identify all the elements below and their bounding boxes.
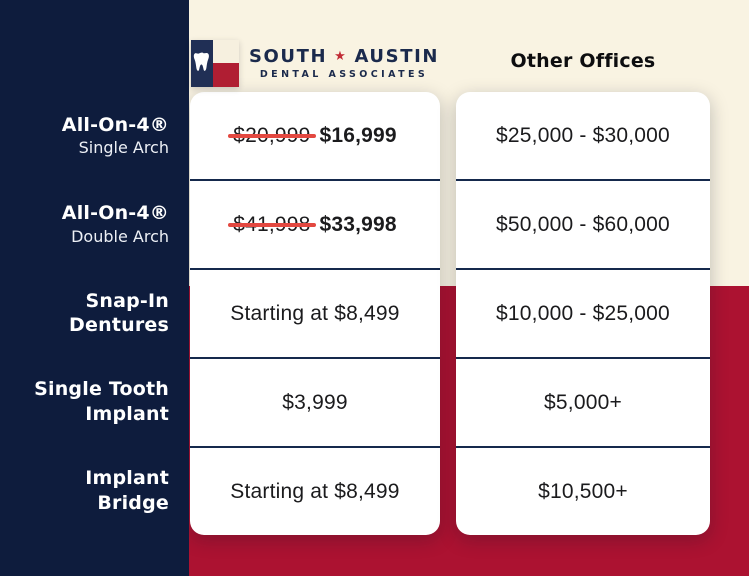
old-price: $20,999 bbox=[228, 123, 316, 147]
treatment-labels: All-On-4® Single Arch All-On-4® Double A… bbox=[0, 92, 189, 535]
discounted-price: $16,999 bbox=[319, 123, 397, 147]
price: $10,000 - $25,000 bbox=[496, 301, 670, 325]
flag-right-half bbox=[212, 39, 239, 87]
price-cell-sa-implant-bridge: Starting at $8,499 bbox=[190, 448, 440, 535]
price-cell-other-all-on-4-single: $25,000 - $30,000 bbox=[456, 92, 710, 181]
tooth-icon bbox=[193, 52, 209, 71]
discounted-price: $33,998 bbox=[319, 212, 397, 236]
old-price: $41,998 bbox=[228, 212, 316, 236]
price: $10,500+ bbox=[538, 479, 628, 503]
treatment-title: All-On-4® bbox=[61, 202, 169, 225]
treatment-sidebar: All-On-4® Single Arch All-On-4® Double A… bbox=[0, 0, 189, 576]
texas-flag-tooth-icon bbox=[190, 39, 239, 87]
treatment-subtitle: Single Arch bbox=[78, 138, 169, 158]
price-cell-sa-snap-in-dentures: Starting at $8,499 bbox=[190, 270, 440, 359]
treatment-label-all-on-4-single: All-On-4® Single Arch bbox=[0, 92, 189, 181]
price-cell-sa-all-on-4-double: $41,998 $33,998 bbox=[190, 181, 440, 270]
treatment-label-single-tooth-implant: Single Tooth Implant bbox=[0, 358, 189, 447]
price: $50,000 - $60,000 bbox=[496, 212, 670, 236]
other-offices-price-column: $25,000 - $30,000 $50,000 - $60,000 $10,… bbox=[456, 92, 710, 535]
treatment-label-all-on-4-double: All-On-4® Double Arch bbox=[0, 181, 189, 270]
brand-name-right: AUSTIN bbox=[354, 46, 440, 67]
treatment-title: Snap-In Dentures bbox=[69, 289, 169, 337]
price: Starting at $8,499 bbox=[230, 479, 400, 503]
treatment-subtitle: Double Arch bbox=[71, 227, 169, 247]
brand-name-left: SOUTH bbox=[248, 46, 328, 67]
brand-name: SOUTH ★ AUSTIN bbox=[249, 46, 439, 67]
flag-red-stripe bbox=[212, 63, 239, 87]
treatment-title: Single Tooth Implant bbox=[34, 378, 169, 426]
price: $3,999 bbox=[282, 390, 348, 414]
brand-tagline: DENTAL ASSOCIATES bbox=[259, 69, 429, 80]
price: $25,000 - $30,000 bbox=[496, 123, 670, 147]
price-cell-other-implant-bridge: $10,500+ bbox=[456, 448, 710, 535]
price-cell-other-all-on-4-double: $50,000 - $60,000 bbox=[456, 181, 710, 270]
treatment-label-implant-bridge: Implant Bridge bbox=[0, 446, 189, 535]
other-offices-heading: Other Offices bbox=[510, 50, 656, 72]
treatment-label-snap-in-dentures: Snap-In Dentures bbox=[0, 269, 189, 358]
flag-white-stripe bbox=[212, 39, 239, 63]
price-cell-other-single-tooth-implant: $5,000+ bbox=[456, 359, 710, 448]
price: $5,000+ bbox=[544, 390, 622, 414]
price: Starting at $8,499 bbox=[230, 301, 400, 325]
price-cell-sa-single-tooth-implant: $3,999 bbox=[190, 359, 440, 448]
brand-logo: SOUTH ★ AUSTIN DENTAL ASSOCIATES bbox=[190, 38, 440, 88]
treatment-title: Implant Bridge bbox=[85, 466, 169, 514]
price-cell-other-snap-in-dentures: $10,000 - $25,000 bbox=[456, 270, 710, 359]
price-cell-sa-all-on-4-single: $20,999 $16,999 bbox=[190, 92, 440, 181]
flag-navy-bar bbox=[190, 39, 213, 87]
brand-wordmark: SOUTH ★ AUSTIN DENTAL ASSOCIATES bbox=[249, 46, 439, 80]
star-icon: ★ bbox=[334, 49, 348, 64]
south-austin-price-column: $20,999 $16,999 $41,998 $33,998 Starting… bbox=[190, 92, 440, 535]
treatment-title: All-On-4® bbox=[61, 113, 169, 136]
